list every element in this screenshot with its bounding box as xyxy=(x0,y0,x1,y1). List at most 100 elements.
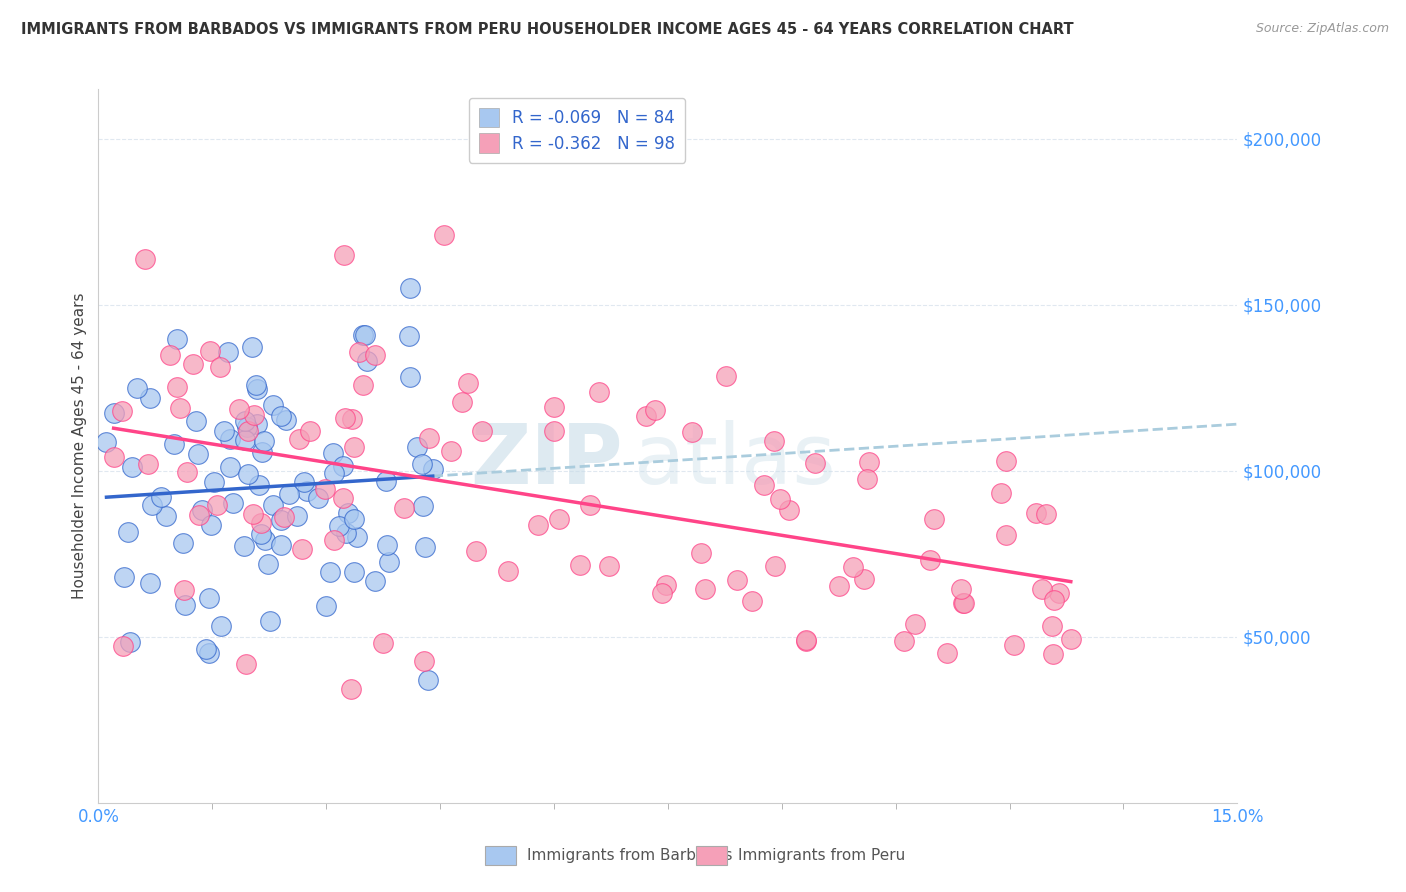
Point xyxy=(398,281,420,295)
Point xyxy=(236,424,259,438)
Point xyxy=(342,565,364,579)
Point xyxy=(413,654,436,668)
Point xyxy=(1031,582,1053,596)
Point xyxy=(990,486,1012,500)
Point xyxy=(904,616,927,631)
Point xyxy=(141,498,163,512)
Point xyxy=(195,642,218,657)
Point xyxy=(343,512,366,526)
Point xyxy=(111,404,134,418)
Point xyxy=(262,499,284,513)
Point xyxy=(247,477,270,491)
Point xyxy=(412,499,434,513)
Point xyxy=(763,558,786,573)
Point xyxy=(200,518,222,533)
Point xyxy=(378,555,401,569)
Point xyxy=(278,487,301,501)
Text: Immigrants from Barbados: Immigrants from Barbados xyxy=(527,848,733,863)
Point xyxy=(406,440,429,454)
Point xyxy=(1002,638,1025,652)
Point xyxy=(207,499,229,513)
Point xyxy=(543,400,565,414)
Point xyxy=(253,434,276,448)
Text: atlas: atlas xyxy=(634,420,835,500)
Point xyxy=(695,582,717,597)
Point xyxy=(752,477,775,491)
Point xyxy=(433,227,456,242)
Point xyxy=(235,657,257,671)
Point xyxy=(457,376,479,390)
Point xyxy=(103,406,125,420)
Point xyxy=(651,585,673,599)
Point xyxy=(636,409,658,423)
Point xyxy=(856,472,879,486)
Point xyxy=(935,646,957,660)
Point xyxy=(262,398,284,412)
Point xyxy=(1040,619,1063,633)
Point xyxy=(176,465,198,479)
Point xyxy=(778,503,800,517)
Point xyxy=(249,527,271,541)
Point xyxy=(298,424,321,438)
Point xyxy=(270,513,292,527)
Point xyxy=(273,510,295,524)
Point xyxy=(202,475,225,489)
Point xyxy=(392,501,415,516)
Point xyxy=(288,432,311,446)
Point xyxy=(328,519,350,533)
Point xyxy=(994,454,1017,468)
Point xyxy=(690,546,713,560)
Legend: R = -0.069   N = 84, R = -0.362   N = 98: R = -0.069 N = 84, R = -0.362 N = 98 xyxy=(468,97,685,162)
Point xyxy=(212,425,235,439)
Point xyxy=(496,565,519,579)
Point xyxy=(413,540,436,554)
Point xyxy=(242,507,264,521)
Point xyxy=(318,565,340,579)
Point xyxy=(411,457,433,471)
Point xyxy=(246,417,269,432)
Point xyxy=(1025,506,1047,520)
Point xyxy=(163,437,186,451)
Point xyxy=(952,596,974,610)
Point xyxy=(465,544,488,558)
Point xyxy=(1042,593,1064,607)
Point xyxy=(250,516,273,530)
Point xyxy=(242,340,264,354)
Point xyxy=(96,434,118,449)
Point xyxy=(1035,507,1057,521)
Point xyxy=(259,614,281,628)
Point xyxy=(371,636,394,650)
Point xyxy=(346,531,368,545)
Point xyxy=(314,482,336,496)
Point xyxy=(828,579,851,593)
Point xyxy=(295,484,318,499)
Point xyxy=(191,503,214,517)
Point xyxy=(769,491,792,506)
Point xyxy=(681,425,703,440)
Point xyxy=(418,430,440,444)
Point xyxy=(245,378,267,392)
Point xyxy=(187,447,209,461)
Point xyxy=(243,409,266,423)
Point xyxy=(763,434,786,449)
Point xyxy=(222,496,245,510)
Y-axis label: Householder Income Ages 45 - 64 years: Householder Income Ages 45 - 64 years xyxy=(72,293,87,599)
Point xyxy=(363,574,385,588)
Point xyxy=(332,459,354,474)
Point xyxy=(136,457,159,471)
Point xyxy=(918,552,941,566)
Text: Source: ZipAtlas.com: Source: ZipAtlas.com xyxy=(1256,22,1389,36)
Point xyxy=(995,528,1018,542)
Point xyxy=(285,509,308,524)
Point xyxy=(471,424,494,438)
Point xyxy=(336,506,359,520)
Point xyxy=(292,475,315,489)
Point xyxy=(208,360,231,375)
Point xyxy=(322,533,344,548)
Point xyxy=(342,412,364,426)
Point xyxy=(398,328,420,343)
Point xyxy=(924,512,946,526)
Point xyxy=(450,394,472,409)
Point xyxy=(233,433,256,447)
Point xyxy=(270,409,292,423)
